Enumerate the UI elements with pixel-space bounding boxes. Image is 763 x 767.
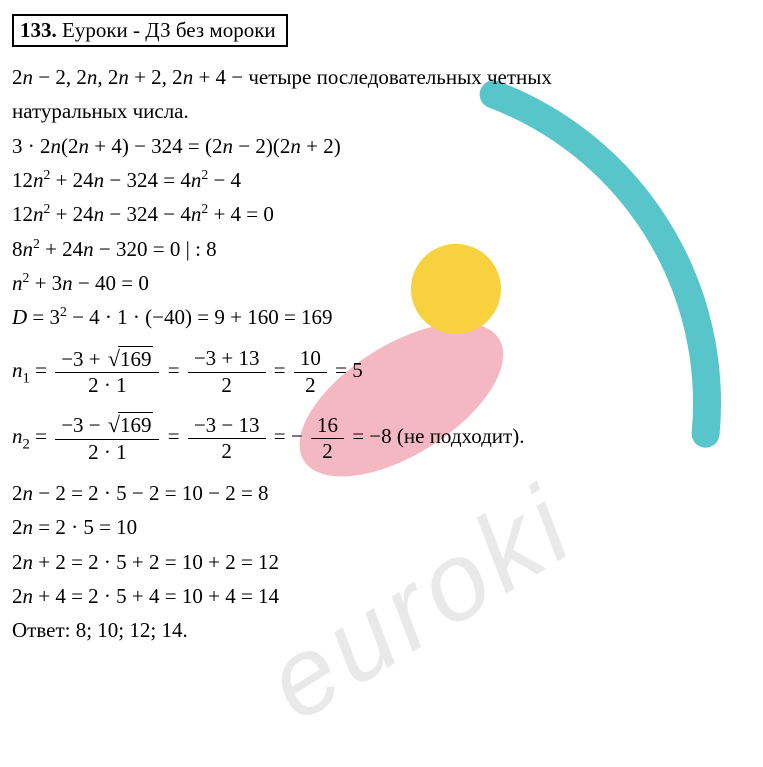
line-n1: n1 = −3 + 169 2 · 1 = −3 + 132 = 102 = 5 [12, 346, 751, 399]
line-6: 8n2 + 24n − 320 = 0 | : 8 [12, 235, 751, 263]
line-11: 2n − 2 = 2 · 5 − 2 = 10 − 2 = 8 [12, 479, 751, 507]
line-12: 2n = 2 · 5 = 10 [12, 513, 751, 541]
line-n2: n2 = −3 − 169 2 · 1 = −3 − 132 = − 162 =… [12, 412, 751, 465]
answer-line: Ответ: 8; 10; 12; 14. [12, 616, 751, 644]
line-1: 2n − 2, 2n, 2n + 2, 2n + 4 − четыре посл… [12, 63, 751, 91]
document-body: 133. Еуроки - ДЗ без мороки 2n − 2, 2n, … [0, 0, 763, 645]
fraction: −3 + 169 2 · 1 [55, 346, 159, 399]
line-7: n2 + 3n − 40 = 0 [12, 269, 751, 297]
line-5: 12n2 + 24n − 324 − 4n2 + 4 = 0 [12, 200, 751, 228]
problem-header: 133. Еуроки - ДЗ без мороки [12, 14, 288, 47]
line-4: 12n2 + 24n − 324 = 4n2 − 4 [12, 166, 751, 194]
problem-number: 133. [20, 18, 57, 42]
line-8: D = 32 − 4 · 1 · (−40) = 9 + 160 = 169 [12, 303, 751, 331]
line-13: 2n + 2 = 2 · 5 + 2 = 10 + 2 = 12 [12, 548, 751, 576]
header-text: Еуроки - ДЗ без мороки [57, 18, 276, 42]
line-3: 3 · 2n(2n + 4) − 324 = (2n − 2)(2n + 2) [12, 132, 751, 160]
line-14: 2n + 4 = 2 · 5 + 4 = 10 + 4 = 14 [12, 582, 751, 610]
line-2: натуральных числа. [12, 97, 751, 125]
